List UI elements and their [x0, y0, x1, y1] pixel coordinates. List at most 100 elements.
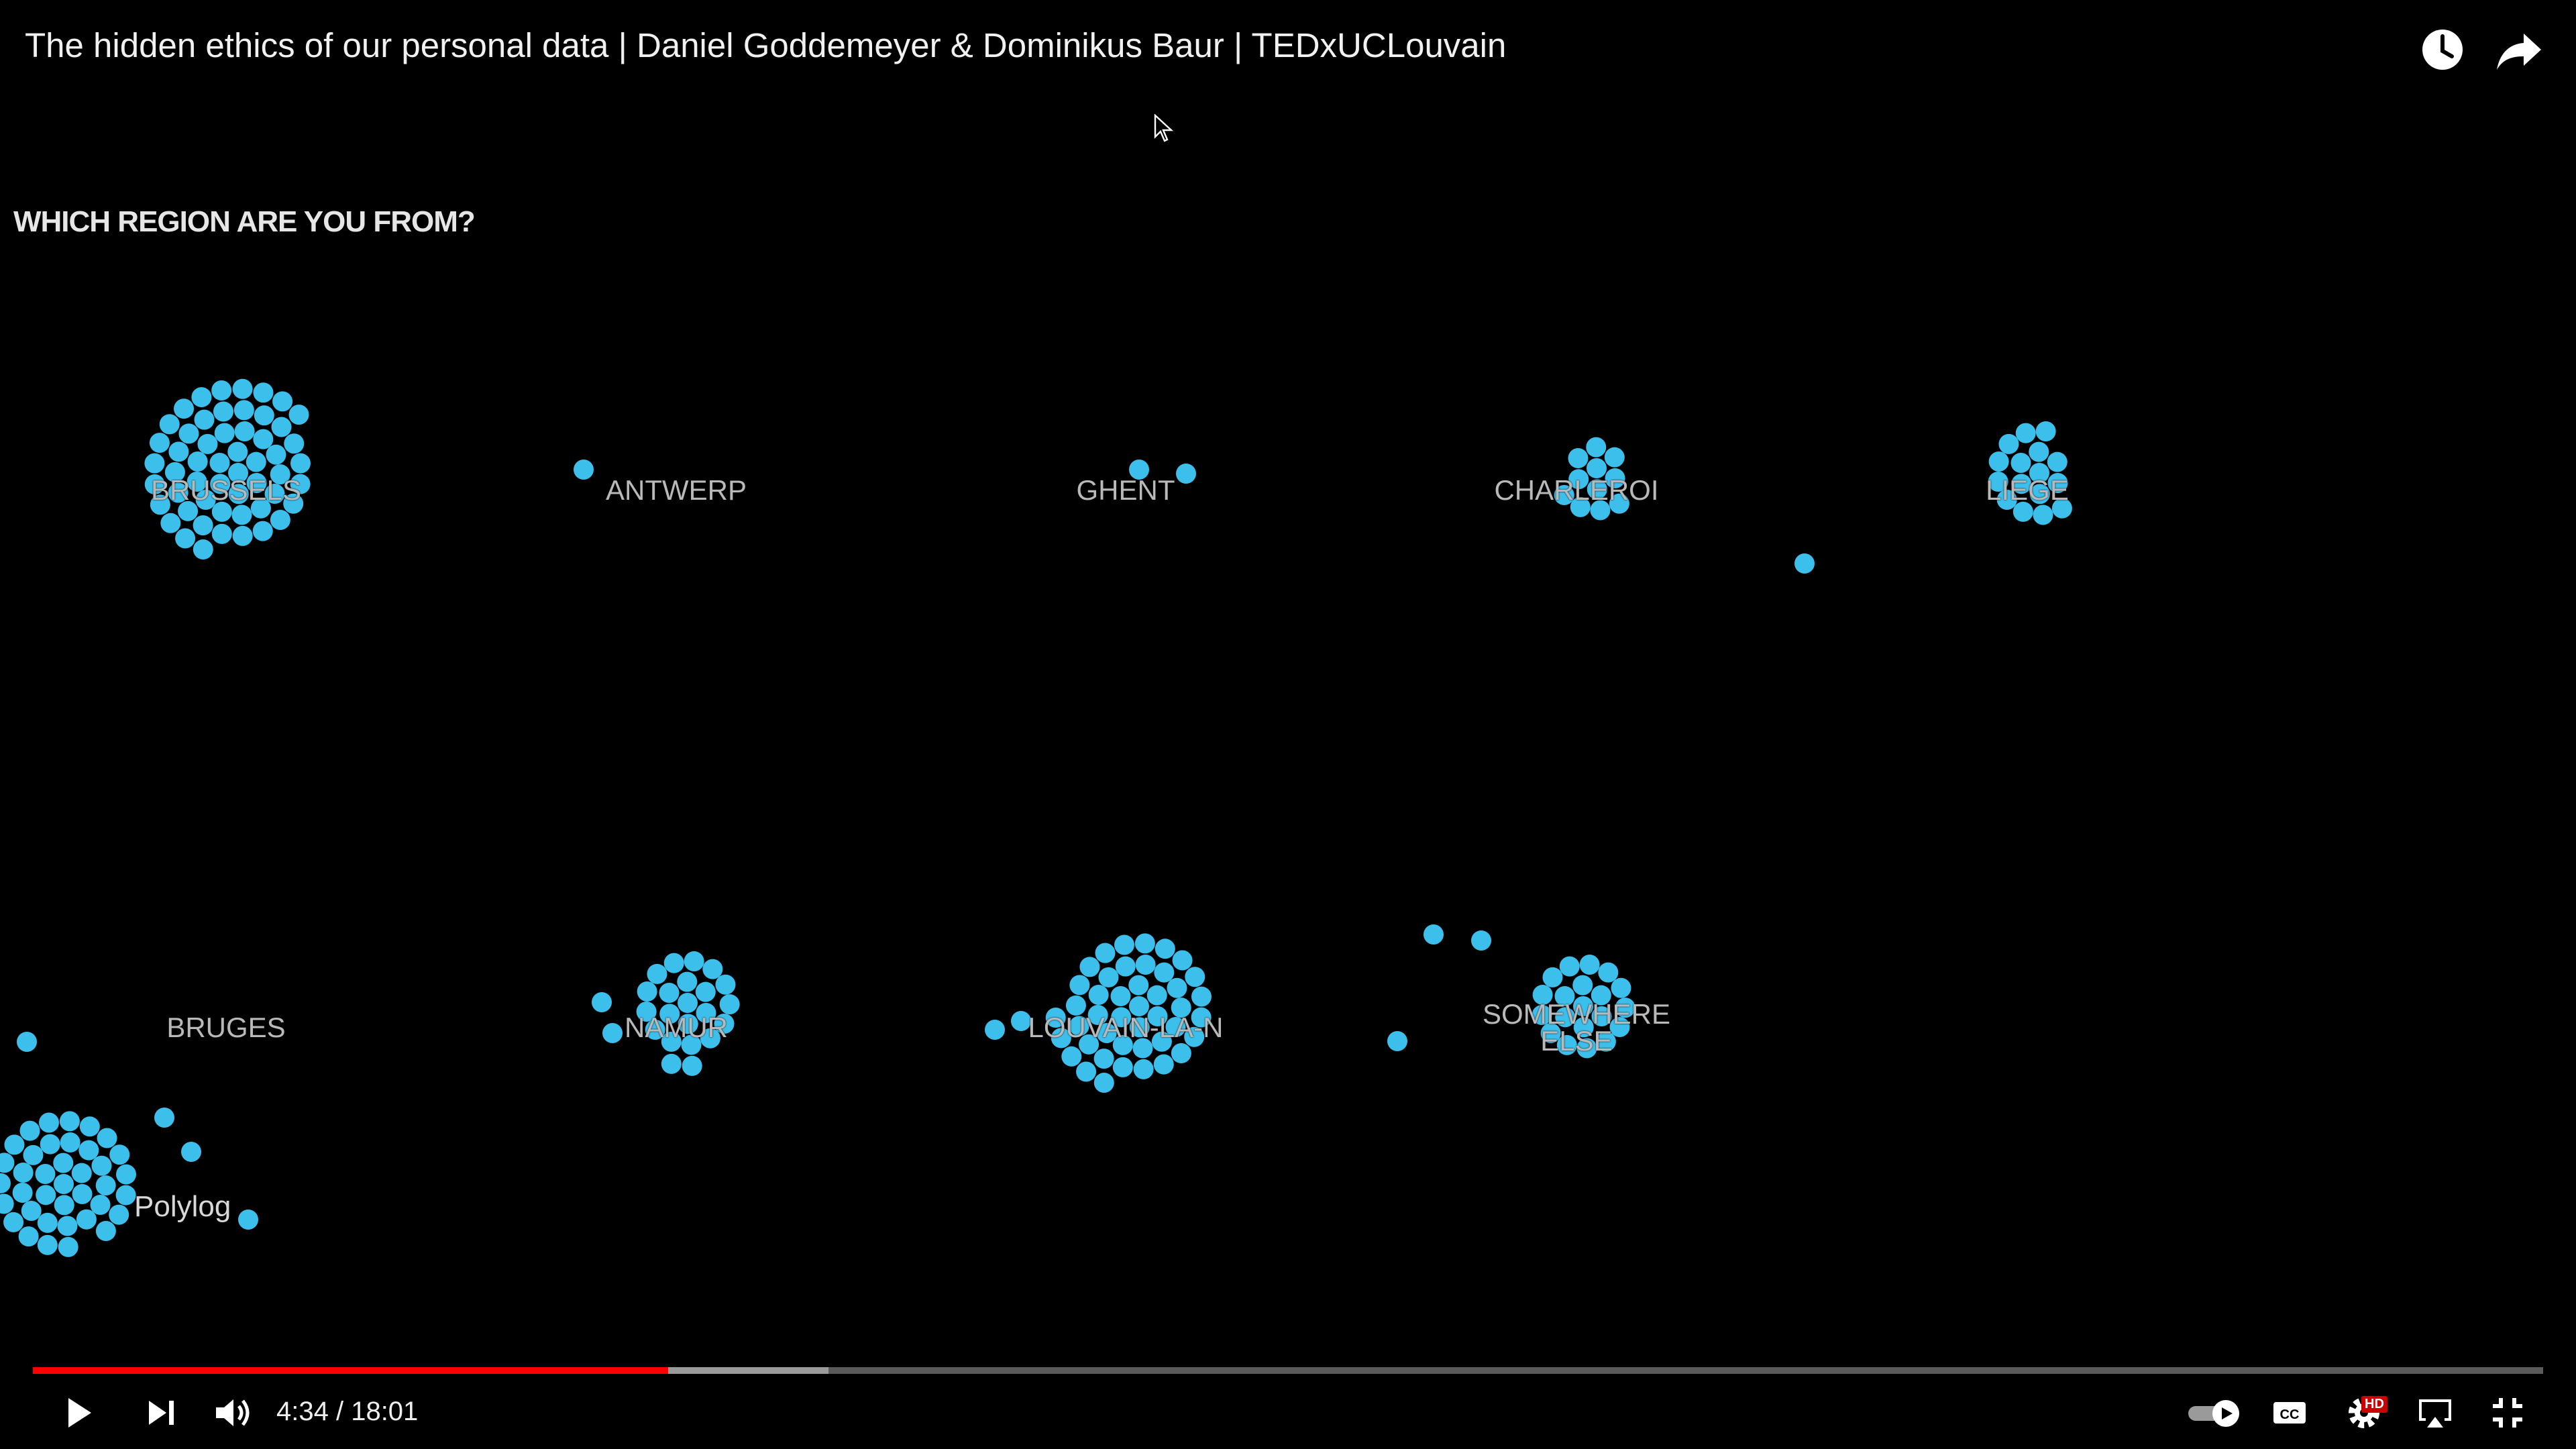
dot-louvain-la-n	[1129, 996, 1149, 1016]
slide-question: WHICH REGION ARE YOU FROM?	[13, 205, 476, 238]
time-display: 4:34 / 18:01	[276, 1397, 418, 1427]
dot-somewhere-else	[1554, 985, 1575, 1006]
dot-brussels	[264, 483, 285, 504]
dot-charleroi	[1570, 496, 1591, 517]
dot-watermark-cluster	[4, 1134, 25, 1155]
dot-brussels	[252, 521, 273, 541]
exit-fullscreen-icon[interactable]	[2486, 1391, 2529, 1434]
dot-somewhere-else	[1579, 955, 1600, 975]
dot-watermark-cluster	[115, 1185, 136, 1205]
dot-brussels	[284, 433, 305, 454]
dot-somewhere-else	[1532, 984, 1553, 1005]
polylog-watermark: Polylog	[134, 1190, 231, 1223]
dot-ghent	[1129, 460, 1149, 480]
dot-namur	[696, 1003, 716, 1024]
dot-somewhere-else	[1540, 1023, 1561, 1044]
dot-brussels	[253, 429, 274, 449]
played-progress	[33, 1367, 668, 1374]
dot-watermark-cluster	[0, 1193, 14, 1214]
dot-brussels	[175, 528, 196, 549]
dot-brussels	[178, 423, 199, 444]
dot-louvain-la-n	[1191, 986, 1212, 1007]
region-label-namur: NAMUR	[625, 1012, 728, 1043]
airplay-icon[interactable]	[2414, 1391, 2457, 1434]
watch-later-icon[interactable]	[2416, 23, 2469, 76]
dot-louvain-la-n	[1069, 975, 1090, 996]
autoplay-toggle[interactable]	[2186, 1391, 2246, 1434]
dot-liege	[2035, 421, 2056, 442]
dot-louvain-la-n	[1088, 984, 1109, 1005]
mouse-cursor-icon	[1154, 114, 1174, 142]
dot-brussels	[209, 452, 230, 473]
dot-louvain-la-n	[1110, 985, 1131, 1006]
dot-watermark-cluster	[3, 1212, 24, 1232]
dot-louvain-la-n	[1191, 1007, 1212, 1028]
dot-straggler	[181, 1142, 201, 1162]
dot-louvain-la-n	[1135, 955, 1156, 975]
dot-namur	[682, 1055, 702, 1076]
progress-bar[interactable]	[33, 1367, 2543, 1374]
dot-brussels	[271, 417, 292, 437]
dot-namur	[678, 1014, 698, 1034]
video-title[interactable]: The hidden ethics of our personal data |…	[25, 26, 1507, 64]
dot-brussels	[228, 463, 248, 483]
dot-somewhere-else	[1615, 998, 1635, 1018]
dot-brussels	[270, 509, 290, 530]
dot-watermark-cluster	[36, 1185, 56, 1205]
dot-brussels	[266, 444, 286, 465]
dot-charleroi	[1586, 437, 1607, 458]
dot-namur	[702, 959, 723, 979]
volume-icon[interactable]	[211, 1391, 254, 1434]
play-icon[interactable]	[56, 1391, 99, 1434]
dot-namur	[661, 1053, 682, 1074]
dot-straggler	[602, 1023, 623, 1043]
dot-namur	[645, 1020, 665, 1040]
dot-charleroi	[1609, 493, 1629, 514]
dot-straggler	[238, 1210, 258, 1230]
dot-watermark-cluster	[115, 1164, 136, 1185]
dot-louvain-la-n	[1065, 995, 1086, 1016]
dot-somewhere-else	[1532, 1004, 1552, 1025]
dot-brussels	[232, 525, 253, 546]
dot-brussels	[168, 482, 189, 503]
region-label-somewhere-else: SOMEWHERE ELSE	[1482, 998, 1670, 1057]
dot-watermark-cluster	[109, 1204, 129, 1225]
region-label-charleroi: CHARLEROI	[1494, 474, 1659, 506]
dot-watermark-cluster	[78, 1140, 99, 1161]
dot-watermark-cluster	[58, 1236, 78, 1257]
dot-louvain-la-n	[1153, 1054, 1174, 1075]
dot-louvain-la-n	[1184, 1026, 1205, 1047]
time-separator: /	[328, 1397, 352, 1426]
dot-somewhere-else	[1591, 985, 1611, 1006]
share-icon[interactable]	[2493, 23, 2546, 76]
dot-brussels	[210, 474, 231, 494]
dot-brussels	[254, 405, 274, 426]
dot-watermark-cluster	[0, 1173, 11, 1193]
cc-icon[interactable]: CC	[2268, 1391, 2311, 1434]
dot-brussels	[270, 464, 290, 485]
dot-brussels	[149, 433, 170, 453]
dot-somewhere-else	[1611, 977, 1631, 998]
dot-louvain-la-n	[1133, 1059, 1154, 1079]
dot-brussels	[194, 409, 215, 430]
region-label-ghent: GHENT	[1076, 474, 1175, 506]
dot-namur	[700, 1028, 720, 1049]
dot-liege	[1988, 471, 2008, 492]
dot-charleroi	[1604, 447, 1625, 468]
next-icon[interactable]	[140, 1391, 182, 1434]
dot-watermark-cluster	[21, 1201, 42, 1222]
dot-somewhere-else	[1598, 962, 1619, 983]
dot-brussels	[164, 462, 185, 482]
dot-brussels	[168, 441, 189, 462]
dot-watermark-cluster	[71, 1163, 92, 1183]
dot-brussels	[227, 441, 248, 462]
dot-namur	[719, 994, 740, 1015]
dot-watermark-cluster	[54, 1174, 74, 1194]
dot-antwerp	[574, 460, 594, 480]
dot-watermark-cluster	[18, 1226, 39, 1247]
dot-brussels	[246, 473, 267, 494]
dot-charleroi	[1568, 447, 1589, 468]
dot-brussels	[290, 453, 311, 474]
dot-watermark-cluster	[54, 1195, 74, 1216]
